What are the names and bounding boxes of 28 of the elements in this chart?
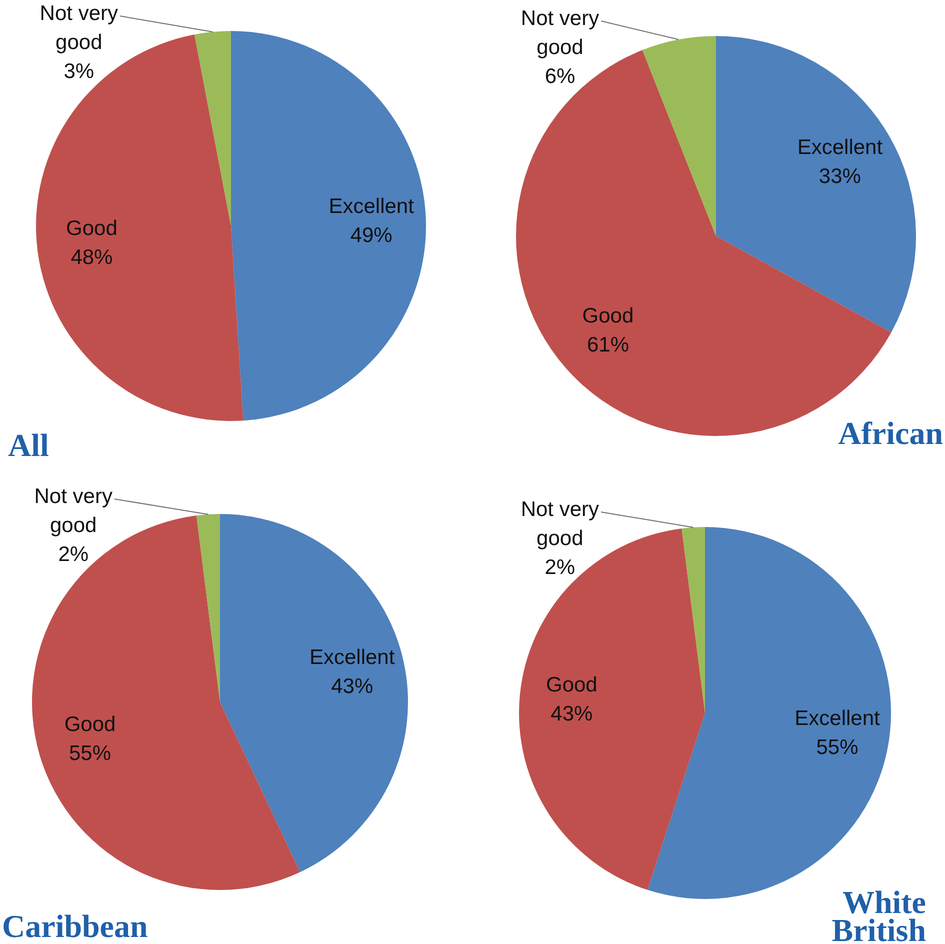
slice-label: Not very good (520, 6, 600, 59)
data-label: 2% (58, 542, 89, 566)
data-label: 43% (331, 674, 374, 698)
data-label: 33% (818, 164, 861, 188)
slice-label: Excellent (797, 136, 883, 159)
slice-label: Not very good (34, 484, 113, 537)
slice-label: Excellent (309, 646, 395, 669)
text: White British (830, 884, 926, 944)
slice-label: Excellent (794, 707, 880, 730)
slice-label: Excellent (328, 194, 414, 218)
text: All (8, 427, 49, 463)
slice-label: Good (546, 674, 598, 697)
data-label: 55% (816, 736, 858, 760)
data-label: 48% (70, 246, 113, 269)
data-label: 55% (69, 742, 112, 766)
slice-label: Good (66, 216, 118, 240)
data-label: 3% (64, 60, 94, 83)
text: African (837, 415, 943, 451)
slice-label: Not very good (40, 2, 118, 54)
slice-label: Good (64, 713, 116, 736)
data-label: 6% (544, 64, 576, 88)
data-label: 61% (586, 334, 629, 357)
data-label: 49% (350, 224, 392, 247)
slice-label: Good (582, 304, 634, 328)
text: Caribbean (2, 908, 148, 944)
data-label: 43% (550, 702, 593, 726)
data-label: 2% (544, 556, 576, 579)
slice-label: Not very good (520, 498, 600, 550)
